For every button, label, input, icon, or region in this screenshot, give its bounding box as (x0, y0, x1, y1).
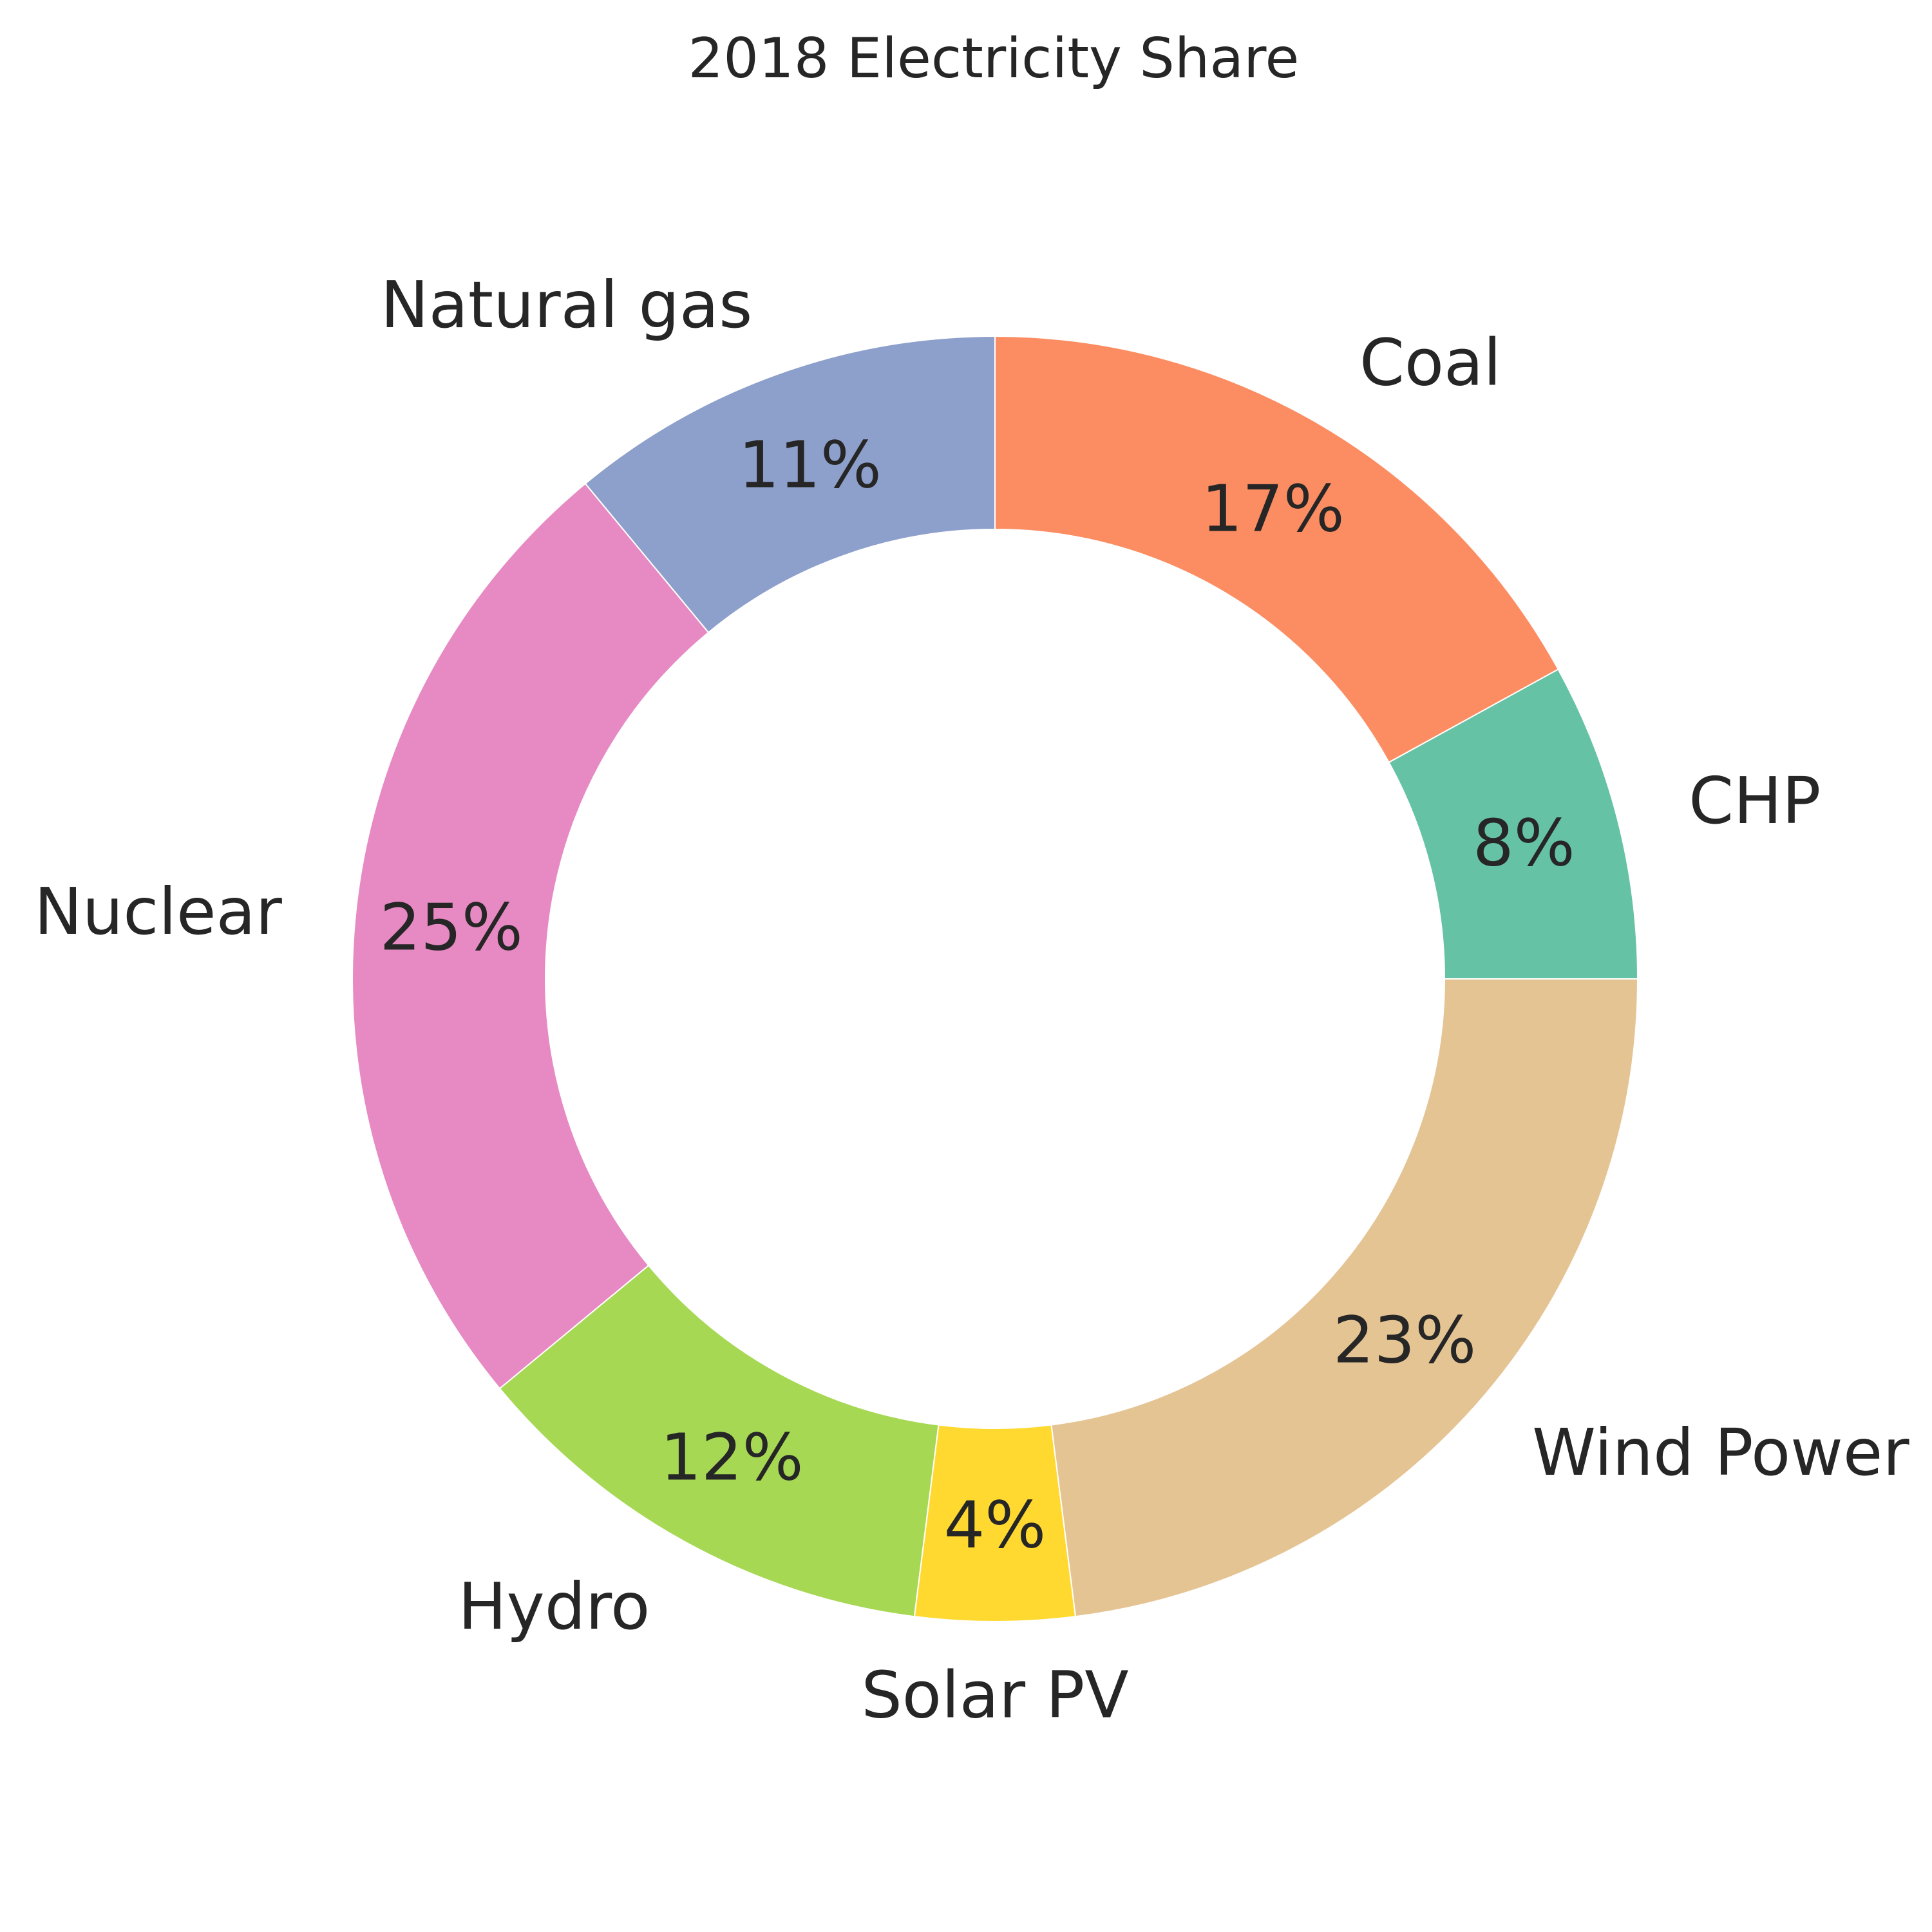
percent-label-solar-pv: 4% (944, 1488, 1046, 1563)
percent-label-hydro: 12% (660, 1420, 803, 1495)
percent-label-nuclear: 25% (380, 890, 523, 965)
percent-label-natural-gas: 11% (739, 428, 882, 503)
percent-label-chp: 8% (1473, 806, 1575, 881)
category-label-solar-pv: Solar PV (861, 1658, 1128, 1733)
percent-label-coal: 17% (1202, 471, 1345, 547)
percent-label-wind-power: 23% (1333, 1302, 1476, 1378)
slice-natural-gas (584, 335, 996, 634)
category-label-hydro: Hydro (458, 1569, 650, 1644)
category-label-wind-power: Wind Power (1532, 1415, 1909, 1490)
donut-slices (352, 335, 1639, 1622)
category-label-natural-gas: Natural gas (381, 267, 753, 343)
slice-coal (994, 335, 1559, 764)
chart-title: 2018 Electricity Share (688, 26, 1300, 91)
category-label-coal: Coal (1359, 325, 1501, 400)
category-label-chp: CHP (1689, 763, 1821, 838)
category-label-nuclear: Nuclear (34, 874, 283, 949)
slice-hydro (498, 1264, 940, 1618)
slice-nuclear (352, 482, 710, 1390)
donut-labels: 8% CHP 17%Coal 11% Natural gas 25% Nuclear 12%H… (34, 267, 1909, 1732)
slice-wind-power (1050, 978, 1639, 1618)
